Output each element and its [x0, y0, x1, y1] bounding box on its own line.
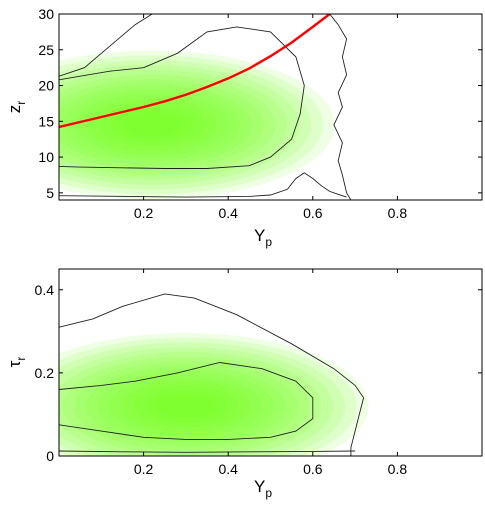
x-tick-label: 0.4 [218, 205, 238, 221]
density-band [59, 342, 345, 456]
density-band [59, 84, 252, 166]
x-tick-label: 0.8 [388, 205, 408, 221]
contour-lines [59, 293, 365, 456]
x-tick-label: 0.6 [303, 205, 323, 221]
contour-line [59, 26, 305, 169]
y-tick-label: 25 [38, 42, 54, 58]
density-band [62, 356, 310, 456]
contour-line [329, 14, 352, 200]
y-tick-label: 30 [38, 6, 54, 22]
density-band [59, 79, 264, 171]
chart-bottom: 0.2 0.4 0.6 0.8 0 0.2 0.4 Yp τr [5, 268, 483, 500]
density-band [111, 108, 193, 142]
density-band [75, 93, 229, 156]
chart-top: 0.2 0.4 0.6 0.8 5 10 15 20 25 30 Yp zr [5, 6, 483, 249]
density-field-top [59, 50, 335, 200]
density-band [97, 370, 275, 442]
plot-frame-top [58, 13, 483, 201]
y-axis-label: τr [5, 357, 28, 368]
x-ticks: 0.2 0.4 0.6 0.8 [134, 14, 407, 221]
x-tick-label: 0.2 [134, 461, 154, 477]
x-ticks: 0.2 0.4 0.6 0.8 [134, 269, 407, 477]
density-band [123, 113, 182, 137]
density-band [85, 366, 286, 447]
density-band [133, 385, 239, 428]
density-band [59, 337, 357, 456]
contour-lines [59, 14, 352, 200]
contour-line [59, 172, 347, 198]
y-tick-label: 0.2 [35, 365, 55, 381]
density-band [59, 64, 300, 185]
y-tick-label: 20 [38, 78, 54, 94]
density-band [59, 50, 335, 200]
fit-curve-line [59, 14, 331, 129]
density-band [59, 351, 322, 456]
contour-line [59, 14, 153, 77]
y-tick-label: 0.4 [35, 282, 55, 298]
x-tick-label: 0.4 [218, 461, 238, 477]
density-band [99, 103, 205, 147]
y-tick-label: 5 [46, 185, 54, 201]
density-band [59, 69, 288, 180]
y-ticks: 5 10 15 20 25 30 [38, 6, 482, 201]
density-band [59, 347, 334, 456]
y-tick-label: 15 [38, 113, 54, 129]
density-band [59, 55, 323, 195]
x-tick-label: 0.2 [134, 205, 154, 221]
density-band [59, 60, 312, 190]
density-field-bottom [59, 333, 369, 456]
density-band [121, 380, 251, 432]
density-band [63, 88, 241, 161]
contour-line [59, 293, 365, 456]
density-band [59, 74, 276, 176]
x-axis-label: Yp [254, 477, 272, 500]
x-tick-label: 0.8 [388, 461, 408, 477]
density-layer [59, 333, 369, 456]
y-tick-label: 0 [46, 448, 54, 464]
contour-line [59, 362, 314, 440]
y-tick-label: 10 [38, 149, 54, 165]
x-tick-label: 0.6 [303, 461, 323, 477]
y-ticks: 0 0.2 0.4 [35, 282, 482, 464]
density-band [156, 394, 215, 418]
density-band [59, 333, 369, 456]
density-band [109, 375, 263, 437]
plot-frame-bottom [58, 268, 483, 457]
density-layer [59, 50, 335, 200]
contour-line [59, 450, 356, 453]
x-axis-label: Yp [254, 226, 272, 249]
y-axis-label: zr [5, 101, 28, 114]
density-band [74, 361, 298, 451]
fit-curve-layer [59, 14, 331, 129]
density-band [145, 389, 227, 423]
